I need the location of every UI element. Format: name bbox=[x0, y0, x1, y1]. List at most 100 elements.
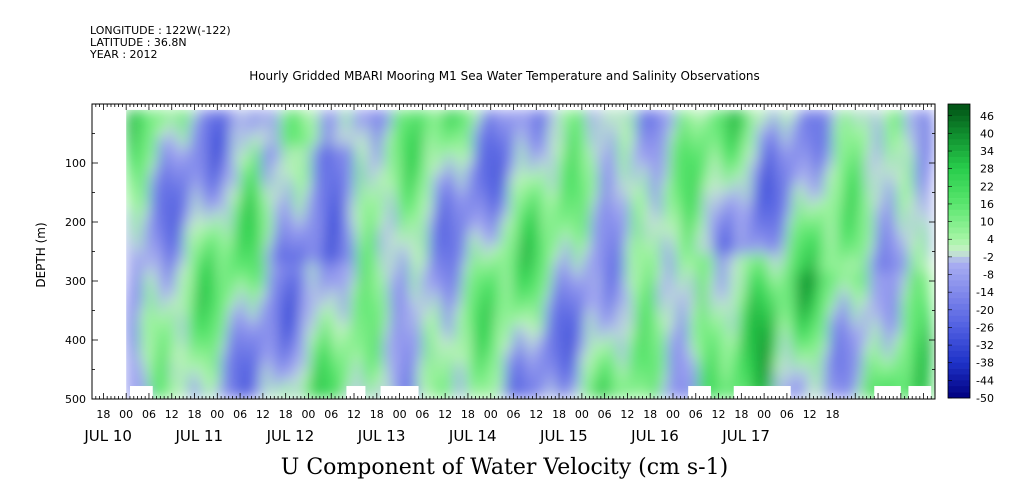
hour-tick-label: 12 bbox=[256, 408, 270, 421]
colorbar-tick-label: -2 bbox=[983, 251, 994, 264]
colorbar-band bbox=[948, 180, 970, 187]
colorbar-tick-label: 10 bbox=[980, 216, 994, 229]
colorbar-band bbox=[948, 386, 970, 393]
colorbar-band bbox=[948, 251, 970, 258]
colorbar-band bbox=[948, 309, 970, 316]
hour-tick-label: 00 bbox=[666, 408, 680, 421]
colorbar-band bbox=[948, 339, 970, 346]
hour-tick-label: 18 bbox=[643, 408, 657, 421]
colorbar-band bbox=[948, 192, 970, 199]
colorbar-band bbox=[948, 233, 970, 240]
hour-tick-label: 12 bbox=[712, 408, 726, 421]
hour-tick-label: 00 bbox=[484, 408, 498, 421]
depth-tick-label: 200 bbox=[65, 216, 86, 229]
colorbar-band bbox=[948, 203, 970, 211]
depth-tick-label: 300 bbox=[65, 275, 86, 288]
hour-tick-label: 18 bbox=[96, 408, 110, 421]
colorbar-band bbox=[948, 198, 970, 205]
hour-tick-label: 18 bbox=[461, 408, 475, 421]
day-label: JUL 17 bbox=[721, 427, 770, 445]
y-axis-label: DEPTH (m) bbox=[34, 222, 48, 287]
colorbar-tick-label: 40 bbox=[980, 127, 994, 140]
colorbar-band bbox=[948, 227, 970, 234]
colorbar-tick-label: 22 bbox=[980, 180, 994, 193]
hour-tick-label: 06 bbox=[598, 408, 612, 421]
colorbar-band bbox=[948, 298, 970, 305]
velocity-field bbox=[92, 104, 935, 399]
colorbar-tick-label: 34 bbox=[980, 145, 994, 158]
day-label: JUL 11 bbox=[174, 427, 223, 445]
colorbar-band bbox=[948, 133, 970, 140]
hour-tick-label: 00 bbox=[301, 408, 315, 421]
colorbar-band bbox=[948, 345, 970, 352]
hour-tick-label: 00 bbox=[757, 408, 771, 421]
colorbar-band bbox=[948, 104, 970, 111]
axes: 18 00 06 12 18 00 06 12 18 00 06 12 18 00 06 12 18 00 06 12… bbox=[65, 103, 936, 445]
colorbar-band bbox=[948, 127, 970, 134]
hour-tick-label: 06 bbox=[142, 408, 156, 421]
colorbar-band bbox=[948, 256, 970, 264]
longitude-label: LONGITUDE : 122W(-122) bbox=[90, 24, 231, 37]
hour-tick-label: 18 bbox=[552, 408, 566, 421]
colorbar-band bbox=[948, 380, 970, 387]
day-label: JUL 12 bbox=[266, 427, 315, 445]
colorbar-band bbox=[948, 215, 970, 222]
hour-tick-label: 06 bbox=[689, 408, 703, 421]
colorbar-band bbox=[948, 139, 970, 146]
colorbar-tick-label: -26 bbox=[976, 321, 994, 334]
colorbar-tick-label: -20 bbox=[976, 304, 994, 317]
colorbar-tick-label: -44 bbox=[976, 374, 994, 387]
hour-tick-label: 12 bbox=[438, 408, 452, 421]
colorbar-band bbox=[948, 162, 970, 169]
hour-tick-label: 12 bbox=[620, 408, 634, 421]
hour-tick-label: 12 bbox=[165, 408, 179, 421]
hour-tick-label: 18 bbox=[825, 408, 839, 421]
hour-tick-label: 18 bbox=[188, 408, 202, 421]
day-label: JUL 13 bbox=[357, 427, 406, 445]
colorbar-band bbox=[948, 245, 970, 252]
colorbar-band bbox=[948, 368, 970, 375]
colorbar-tick-label: -32 bbox=[976, 339, 994, 352]
day-label: JUL 10 bbox=[83, 427, 132, 445]
colorbar-band bbox=[948, 186, 970, 193]
colorbar-band bbox=[948, 327, 970, 334]
hour-tick-label: 12 bbox=[529, 408, 543, 421]
colorbar-band bbox=[948, 374, 970, 381]
colorbar-band bbox=[948, 286, 970, 293]
colorbar-band bbox=[948, 356, 970, 364]
colorbar-tick-label: 28 bbox=[980, 163, 994, 176]
colorbar-tick-label: -8 bbox=[983, 269, 994, 282]
hour-tick-label: 00 bbox=[210, 408, 224, 421]
day-label: JUL 15 bbox=[539, 427, 588, 445]
colorbar: 46 40 34 28 22 16 10 4 -2 -8 -14 -20 -26 -32 -38 -44 -50 bbox=[947, 103, 994, 405]
colorbar-band bbox=[948, 115, 970, 122]
colorbar-tick-label: -50 bbox=[976, 392, 994, 405]
colorbar-band bbox=[948, 145, 970, 152]
x-axis-label: U Component of Water Velocity (cm s-1) bbox=[280, 455, 729, 480]
depth-tick-label: 100 bbox=[65, 157, 86, 170]
hour-tick-label: 00 bbox=[575, 408, 589, 421]
hour-tick-label: 00 bbox=[119, 408, 133, 421]
colorbar-band bbox=[948, 268, 970, 275]
depth-tick-label: 500 bbox=[65, 393, 86, 406]
hour-tick-label: 06 bbox=[233, 408, 247, 421]
colorbar-band bbox=[948, 209, 970, 217]
colorbar-band bbox=[948, 156, 970, 164]
colorbar-band bbox=[948, 168, 970, 175]
colorbar-band bbox=[948, 292, 970, 299]
depth-tick-label: 400 bbox=[65, 334, 86, 347]
hour-tick-label: 18 bbox=[734, 408, 748, 421]
hour-tick-label: 12 bbox=[803, 408, 817, 421]
colorbar-tick-label: 4 bbox=[987, 233, 994, 246]
colorbar-tick-label: -38 bbox=[976, 357, 994, 370]
hour-tick-label: 06 bbox=[780, 408, 794, 421]
velocity-cells bbox=[126, 109, 933, 399]
day-label: JUL 16 bbox=[630, 427, 679, 445]
colorbar-band bbox=[948, 109, 970, 117]
colorbar-band bbox=[948, 151, 970, 158]
chart-title: Hourly Gridded MBARI Mooring M1 Sea Wate… bbox=[249, 69, 760, 83]
colorbar-band bbox=[948, 239, 970, 246]
colorbar-band bbox=[948, 303, 970, 311]
year-label: YEAR : 2012 bbox=[90, 48, 158, 61]
